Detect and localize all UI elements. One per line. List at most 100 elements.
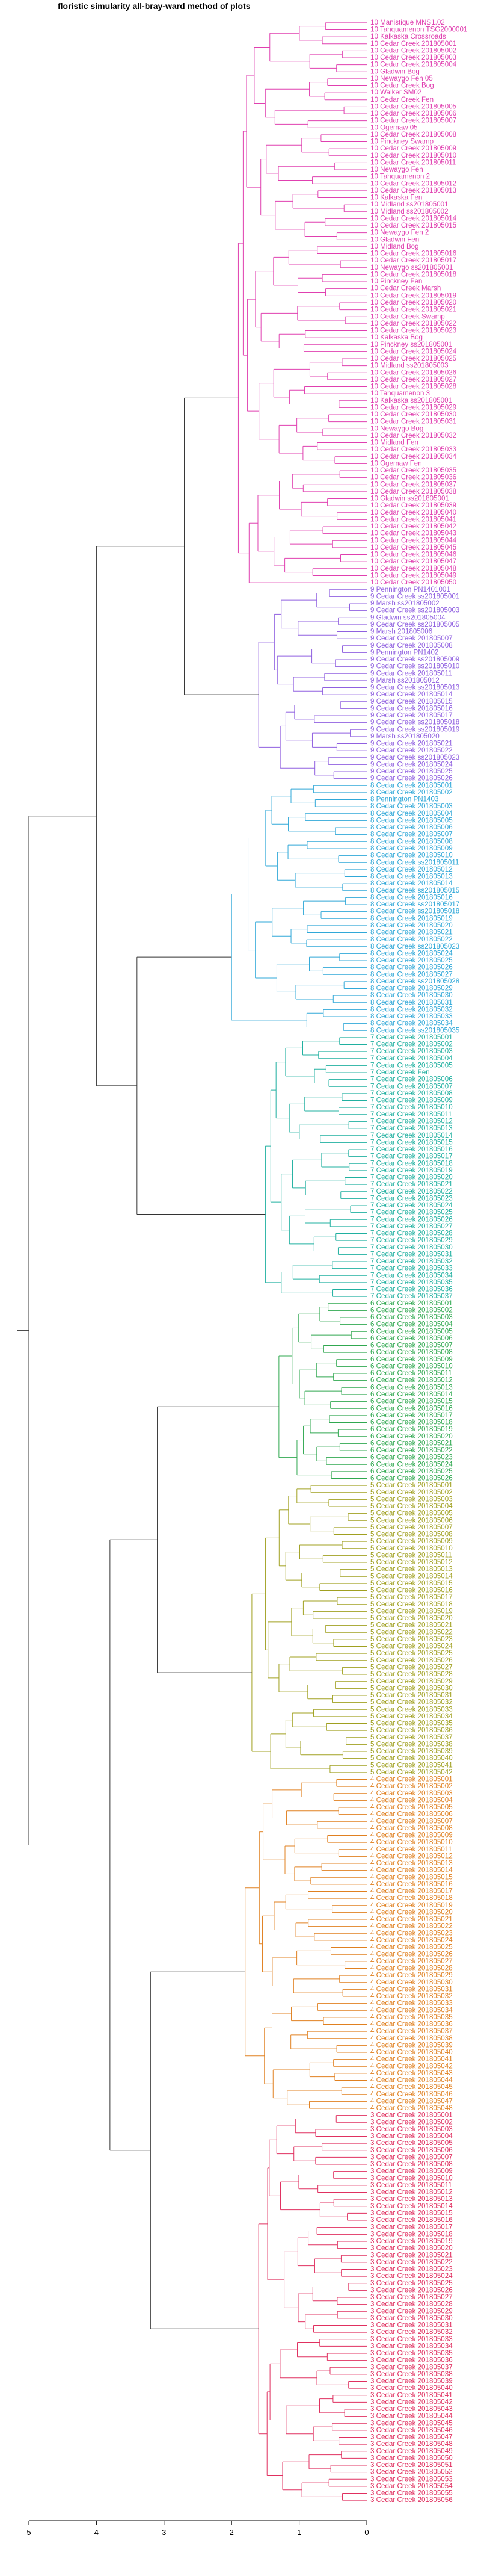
leaf-label: 7 Cedar Creek 201805004 bbox=[370, 1054, 453, 1062]
leaf-label: 8 Cedar Creek 201805027 bbox=[370, 970, 453, 978]
leaf-label: 7 Cedar Creek 201805025 bbox=[370, 1209, 453, 1216]
leaf-label: 7 Cedar Creek 201805027 bbox=[370, 1222, 453, 1230]
leaf-label: 4 Cedar Creek 201805018 bbox=[370, 1894, 453, 1902]
leaf-label: 7 Cedar Creek 201805032 bbox=[370, 1257, 453, 1265]
x-axis-tick-label: 4 bbox=[94, 2528, 99, 2537]
leaf-label: 6 Cedar Creek 201805005 bbox=[370, 1327, 453, 1335]
leaf-label: 10 Cedar Creek 201805011 bbox=[370, 158, 456, 166]
leaf-label: 8 Cedar Creek 201805031 bbox=[370, 999, 453, 1006]
leaf-label: 7 Cedar Creek 201805023 bbox=[370, 1194, 453, 1202]
leaf-label: 4 Cedar Creek 201805019 bbox=[370, 1901, 453, 1909]
leaf-label: 4 Cedar Creek 201805015 bbox=[370, 1873, 453, 1881]
leaf-label: 10 Cedar Creek 201805023 bbox=[370, 327, 456, 335]
leaf-label: 10 Midland ss201805003 bbox=[370, 362, 449, 370]
leaf-label: 10 Cedar Creek 201805014 bbox=[370, 214, 457, 222]
leaf-label: 5 Cedar Creek 201805008 bbox=[370, 1531, 453, 1538]
leaf-label: 6 Cedar Creek 201805010 bbox=[370, 1362, 453, 1370]
leaf-label: 3 Cedar Creek 201805035 bbox=[370, 2349, 453, 2357]
leaf-label: 10 Cedar Creek 201805049 bbox=[370, 572, 456, 580]
leaf-label: 10 Newaygo Fen 2 bbox=[370, 229, 429, 237]
leaf-label: 8 Cedar Creek ss201805028 bbox=[370, 977, 459, 985]
leaf-label: 5 Cedar Creek 201805010 bbox=[370, 1544, 453, 1552]
leaf-label: 10 Cedar Creek 201805024 bbox=[370, 347, 457, 355]
leaf-label: 3 Cedar Creek 201805037 bbox=[370, 2363, 453, 2371]
leaf-label: 8 Cedar Creek 201805005 bbox=[370, 816, 453, 824]
leaf-label: 10 Kalkaska Crossroads bbox=[370, 33, 446, 40]
leaf-label: 9 Cedar Creek ss201805013 bbox=[370, 684, 459, 692]
leaf-label: 6 Cedar Creek 201805009 bbox=[370, 1355, 453, 1363]
leaf-label: 8 Cedar Creek 201805034 bbox=[370, 1020, 453, 1027]
leaf-label: 10 Newaygo Fen 05 bbox=[370, 75, 433, 82]
leaf-label: 3 Cedar Creek 201805047 bbox=[370, 2433, 453, 2441]
leaf-label: 8 Cedar Creek 201805004 bbox=[370, 810, 453, 817]
leaf-label: 8 Cedar Creek 201805033 bbox=[370, 1012, 453, 1020]
leaf-label: 10 Ogemaw 05 bbox=[370, 123, 418, 131]
leaf-label: 7 Cedar Creek 201805006 bbox=[370, 1076, 453, 1083]
leaf-label: 8 Cedar Creek 201805021 bbox=[370, 929, 453, 937]
leaf-label: 4 Cedar Creek 201805024 bbox=[370, 1936, 453, 1944]
leaf-label: 3 Cedar Creek 201805052 bbox=[370, 2468, 453, 2476]
leaf-label: 7 Cedar Creek 201805005 bbox=[370, 1061, 453, 1069]
leaf-label: 3 Cedar Creek 201805001 bbox=[370, 2111, 453, 2119]
leaf-label: 4 Cedar Creek 201805032 bbox=[370, 1992, 453, 2000]
leaf-label: 4 Cedar Creek 201805012 bbox=[370, 1852, 453, 1860]
leaf-label: 3 Cedar Creek 201805038 bbox=[370, 2370, 453, 2378]
leaf-label: 4 Cedar Creek 201805002 bbox=[370, 1782, 453, 1790]
leaf-label: 10 Cedar Creek 201805005 bbox=[370, 102, 456, 110]
leaf-label: 4 Cedar Creek 201805038 bbox=[370, 2034, 453, 2042]
x-axis-tick-label: 1 bbox=[297, 2528, 301, 2537]
leaf-label: 8 Cedar Creek 201805022 bbox=[370, 935, 453, 943]
leaf-label: 9 Marsh ss201805002 bbox=[370, 599, 440, 607]
leaf-label: 10 Cedar Creek 201805019 bbox=[370, 291, 456, 299]
leaf-label: 4 Cedar Creek 201805027 bbox=[370, 1957, 453, 1965]
leaf-label: 8 Cedar Creek 201805016 bbox=[370, 893, 453, 901]
leaf-label: 10 Cedar Creek 201805015 bbox=[370, 221, 456, 229]
leaf-label: 8 Cedar Creek 201805009 bbox=[370, 844, 453, 852]
leaf-label: 9 Marsh ss201805020 bbox=[370, 732, 440, 740]
leaf-label: 3 Cedar Creek 201805004 bbox=[370, 2132, 453, 2140]
leaf-label: 5 Cedar Creek 201805024 bbox=[370, 1643, 453, 1650]
leaf-label: 4 Cedar Creek 201805026 bbox=[370, 1950, 453, 1958]
leaf-label: 10 Cedar Creek 201805048 bbox=[370, 565, 456, 572]
leaf-label: 9 Cedar Creek ss201805001 bbox=[370, 592, 459, 600]
leaf-label: 3 Cedar Creek 201805022 bbox=[370, 2258, 453, 2266]
leaf-label: 3 Cedar Creek 201805006 bbox=[370, 2146, 453, 2154]
leaf-label: 7 Cedar Creek 201805001 bbox=[370, 1033, 453, 1041]
leaf-label: 6 Cedar Creek 201805003 bbox=[370, 1313, 453, 1321]
leaf-label: 4 Cedar Creek 201805009 bbox=[370, 1831, 453, 1839]
leaf-label: 4 Cedar Creek 201805036 bbox=[370, 2020, 453, 2028]
leaf-label: 7 Cedar Creek 201805009 bbox=[370, 1097, 453, 1104]
leaf-label: 10 Cedar Creek 201805027 bbox=[370, 376, 456, 383]
leaf-label: 8 Cedar Creek 201805032 bbox=[370, 1005, 453, 1013]
leaf-label: 3 Cedar Creek 201805031 bbox=[370, 2321, 453, 2329]
leaf-label: 7 Cedar Creek 201805035 bbox=[370, 1278, 453, 1286]
leaf-label: 10 Cedar Creek 201805010 bbox=[370, 152, 456, 159]
leaf-label: 10 Gladwin Bog bbox=[370, 67, 420, 75]
leaf-label: 9 Cedar Creek 201805008 bbox=[370, 642, 453, 649]
leaf-label: 10 Midland Bog bbox=[370, 243, 419, 250]
leaf-label: 10 Cedar Creek 201805031 bbox=[370, 418, 456, 426]
leaf-label: 5 Cedar Creek 201805019 bbox=[370, 1607, 453, 1615]
leaf-label: 4 Cedar Creek 201805041 bbox=[370, 2055, 453, 2063]
leaf-label: 6 Cedar Creek 201805006 bbox=[370, 1334, 453, 1342]
leaf-label: 10 Cedar Creek 201805008 bbox=[370, 131, 456, 138]
leaf-label: 10 Midland ss201805001 bbox=[370, 200, 449, 208]
leaf-label: 9 Cedar Creek 201805017 bbox=[370, 711, 453, 719]
leaf-label: 10 Tahquamenon 3 bbox=[370, 389, 430, 397]
leaf-label: 5 Cedar Creek 201805027 bbox=[370, 1663, 453, 1671]
leaf-label: 9 Cedar Creek 201805015 bbox=[370, 698, 453, 705]
leaf-label: 10 Cedar Creek 201805037 bbox=[370, 480, 456, 488]
leaf-label: 5 Cedar Creek 201805030 bbox=[370, 1684, 453, 1692]
leaf-label: 9 Marsh 201805006 bbox=[370, 628, 432, 636]
leaf-label: 10 Cedar Creek 201805004 bbox=[370, 61, 457, 69]
leaf-label: 4 Cedar Creek 201805042 bbox=[370, 2062, 453, 2070]
leaf-label: 7 Cedar Creek 201805026 bbox=[370, 1215, 453, 1223]
leaf-label: 5 Cedar Creek 201805018 bbox=[370, 1600, 453, 1608]
leaf-label: 10 Kalkaska Bog bbox=[370, 333, 423, 341]
leaf-label: 8 Cedar Creek 201805007 bbox=[370, 831, 453, 838]
leaf-label: 10 Midland ss201805002 bbox=[370, 208, 449, 215]
leaf-label: 10 Cedar Creek 201805012 bbox=[370, 179, 456, 187]
leaf-label: 9 Cedar Creek ss201805010 bbox=[370, 663, 459, 670]
leaf-label: 4 Cedar Creek 201805003 bbox=[370, 1789, 453, 1797]
